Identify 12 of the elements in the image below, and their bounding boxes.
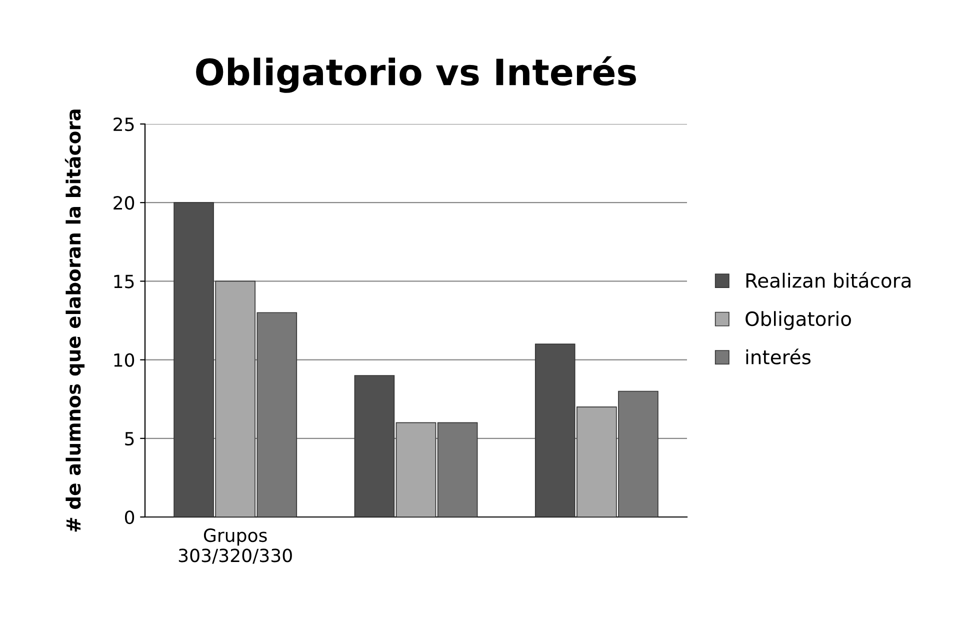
y-axis-title: # de alumnos que elaboran la bitácora xyxy=(64,110,85,532)
y-tick-label: 20 xyxy=(114,196,134,210)
y-tick-label: 0 xyxy=(124,510,134,524)
y-tick-label: 15 xyxy=(114,274,134,288)
legend-label: interés xyxy=(746,348,811,364)
chart-title: Obligatorio vs Interés xyxy=(196,56,636,93)
x-tick-label: Grupos 303/320/330 xyxy=(178,528,292,564)
legend-label: Realizan bitácora xyxy=(746,272,910,288)
legend-label: Obligatorio xyxy=(746,311,851,330)
y-tick-label: 5 xyxy=(125,432,134,446)
y-tick-label: 25 xyxy=(114,117,134,132)
y-tick-label: 10 xyxy=(114,353,134,367)
